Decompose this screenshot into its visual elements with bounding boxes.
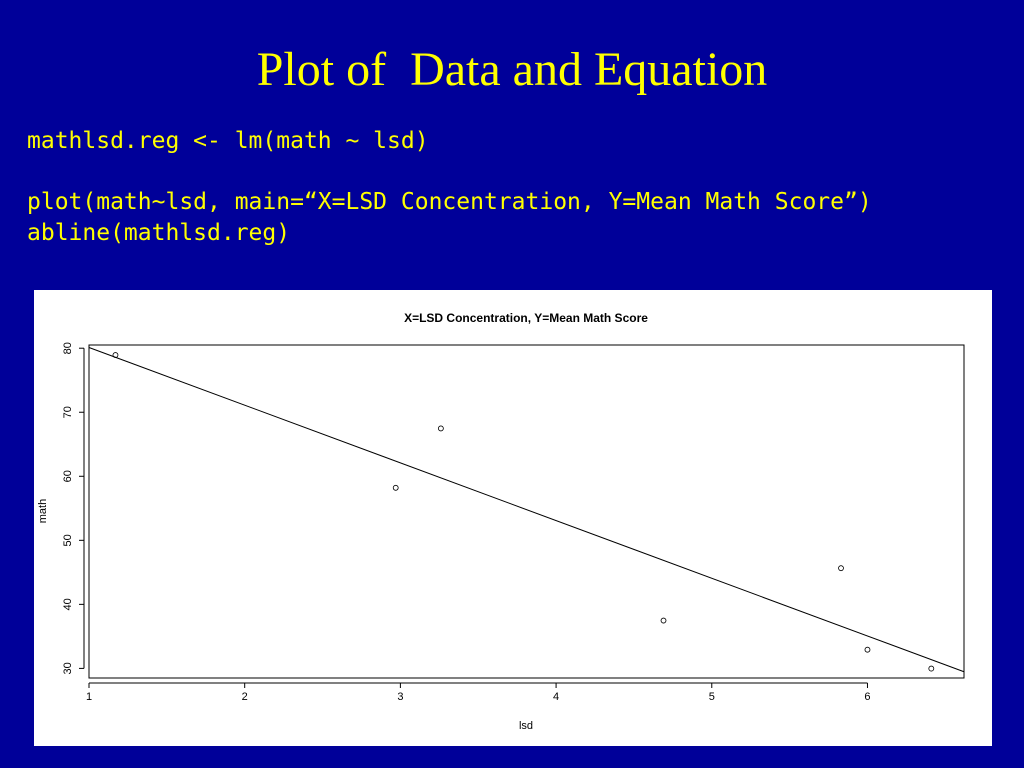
y-tick-label: 40 (62, 598, 74, 610)
x-tick-label: 5 (709, 691, 715, 703)
plot-panel: X=LSD Concentration, Y=Mean Math Score 1… (34, 290, 992, 746)
x-axis: 1 2 3 4 5 6 (86, 682, 871, 703)
data-points (112, 352, 935, 672)
x-tick-label: 6 (864, 691, 870, 703)
x-axis-label: lsd (519, 720, 533, 732)
code-line-abline: abline(mathlsd.reg) (27, 220, 291, 246)
data-point (112, 352, 119, 358)
scatter-chart: X=LSD Concentration, Y=Mean Math Score 1… (37, 311, 965, 732)
y-axis: 30 40 50 60 70 80 (62, 342, 85, 675)
x-tick-label: 1 (86, 691, 92, 703)
x-tick-label: 2 (242, 691, 248, 703)
y-tick-label: 80 (62, 342, 74, 354)
code-line-lm: mathlsd.reg <- lm(math ~ lsd) (27, 128, 429, 154)
data-point (928, 665, 935, 672)
code-line-plot: plot(math~lsd, main=“X=LSD Concentration… (27, 189, 872, 215)
y-tick-label: 60 (62, 470, 74, 482)
slide-title: Plot of Data and Equation (256, 43, 768, 96)
chart-title: X=LSD Concentration, Y=Mean Math Score (404, 311, 648, 325)
y-axis-label: math (37, 499, 49, 523)
plot-area-frame (88, 344, 965, 679)
data-point (660, 617, 667, 624)
data-point (864, 646, 871, 653)
data-point (838, 565, 844, 572)
x-tick-label: 3 (397, 691, 403, 703)
regression-line (88, 347, 965, 673)
y-tick-label: 70 (62, 406, 74, 418)
y-tick-label: 30 (62, 662, 74, 674)
x-tick-label: 4 (553, 691, 559, 703)
y-tick-label: 50 (62, 534, 74, 546)
data-point (392, 484, 399, 491)
data-point (437, 425, 444, 432)
